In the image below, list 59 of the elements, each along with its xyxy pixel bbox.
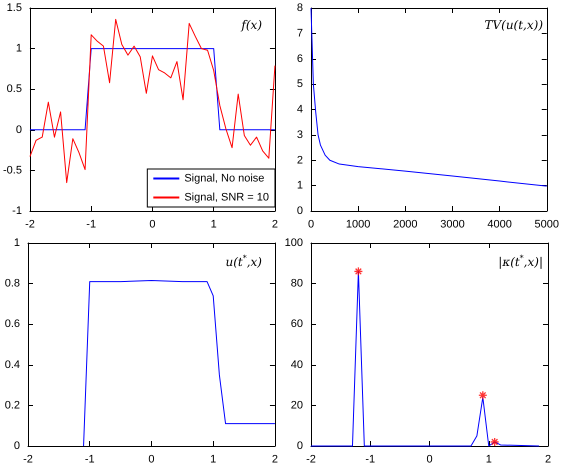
x-tick-label: 2000: [393, 218, 418, 230]
line-series: [29, 18, 276, 184]
x-tick-label: 1: [210, 218, 217, 230]
x-tick-label: 1000: [346, 218, 370, 230]
x-tick-label: -2: [25, 218, 35, 230]
x-tick-label: -1: [86, 218, 96, 230]
y-tick-label: 1: [16, 42, 22, 55]
y-tick-label: 0: [296, 205, 303, 217]
point: [490, 437, 500, 447]
y-tick-label: 4: [296, 104, 303, 116]
line-series: [83, 280, 276, 446]
x-tick-label: 3000: [440, 218, 465, 230]
y-tick-label: 1.5: [6, 2, 22, 14]
legend-label: Signal, No noise: [184, 172, 264, 184]
y-tick-label: 40: [290, 358, 303, 371]
y-tick-label: 6: [296, 52, 303, 65]
y-tick-label: 100: [284, 237, 303, 249]
x-tick-label: -1: [365, 454, 376, 466]
y-tick-label: 1: [14, 237, 20, 249]
x-tick-label: 2: [272, 218, 278, 230]
x-tick-label: -2: [23, 454, 33, 466]
x-tick-label: 0: [308, 218, 314, 230]
y-tick-label: -1: [12, 205, 22, 217]
y-tick-label: 1: [296, 180, 303, 192]
x-tick-label: 4000: [487, 218, 512, 230]
y-tick-label: 0.2: [4, 399, 20, 412]
y-tick-label: 0.6: [4, 318, 20, 330]
x-tick-label: 2: [272, 454, 278, 466]
x-tick-label: 5000: [534, 218, 560, 230]
legend-label: Signal, SNR = 10: [184, 192, 269, 204]
y-tick-label: 60: [290, 318, 303, 330]
y-tick-label: 5: [296, 78, 303, 90]
text: u(t*,x): [226, 254, 262, 269]
y-tick-label: 2: [296, 154, 303, 166]
point: [478, 390, 488, 400]
x-tick-label: 2: [544, 454, 552, 466]
x-tick-label: -1: [84, 454, 95, 466]
y-tick-label: 0.4: [4, 358, 20, 371]
x-tick-label: 1: [486, 454, 492, 466]
y-tick-label: -0.5: [2, 164, 22, 176]
y-tick-label: 0.5: [6, 83, 22, 96]
y-tick-label: 20: [290, 399, 303, 412]
y-tick-label: 3: [296, 128, 303, 141]
text: TV(u(t,x)): [484, 18, 544, 32]
y-tick-label: 0.8: [4, 278, 20, 290]
y-tick-label: 0: [296, 440, 303, 452]
y-tick-label: 8: [296, 2, 303, 14]
x-tick-label: 0: [426, 454, 433, 466]
x-tick-label: 0: [149, 218, 156, 230]
y-tick-label: 0: [16, 124, 22, 136]
point: [354, 266, 364, 276]
y-tick-label: 7: [296, 27, 303, 40]
x-tick-label: 1: [210, 454, 216, 466]
y-tick-label: 0: [14, 440, 20, 452]
text: f(x): [240, 18, 262, 32]
x-tick-label: 0: [148, 454, 155, 466]
text: |κ(t*,x)|: [498, 254, 544, 269]
y-tick-label: 80: [290, 278, 303, 290]
x-tick-label: -2: [306, 454, 316, 466]
